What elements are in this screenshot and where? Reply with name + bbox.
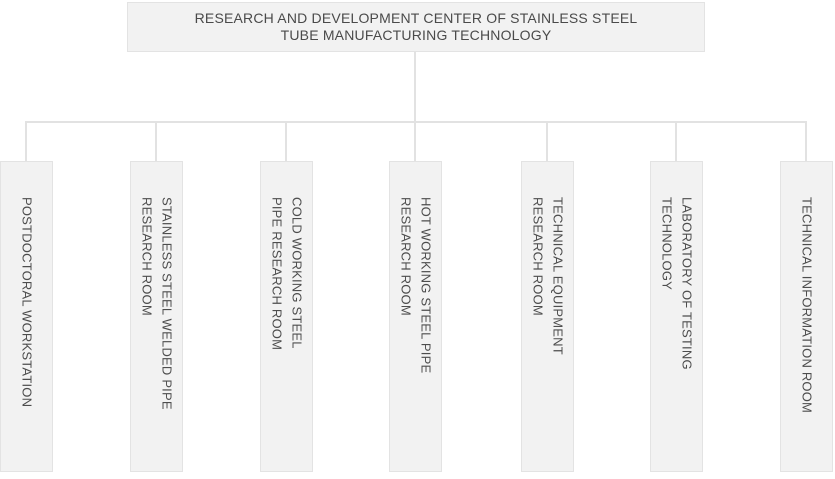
connector-stub-6 [675,121,677,162]
node-technical-information-room: TECHNICAL INFORMATION ROOM [780,161,833,472]
node-label: TECHNICAL INFORMATION ROOM [799,197,815,414]
node-postdoctoral-workstation: POSTDOCTORAL WORKSTATION [0,161,53,472]
node-label: POSTDOCTORAL WORKSTATION [19,197,35,408]
connector-root-vertical-line [414,52,416,162]
node-stainless-steel-welded-pipe-research-room: STAINLESS STEEL WELDED PIPE RESEARCH ROO… [130,161,183,472]
node-label: STAINLESS STEEL WELDED PIPE RESEARCH ROO… [139,197,175,410]
node-label: LABORATORY OF TESTING TECHNOLOGY [659,197,695,370]
node-label: COLD WORKING STEEL PIPE RESEARCH ROOM [269,197,305,351]
connector-stub-5 [546,121,548,162]
connector-stub-1 [25,121,27,162]
node-hot-working-steel-pipe-research-room: HOT WORKING STEEL PIPE RESEARCH ROOM [389,161,442,472]
root-node: RESEARCH AND DEVELOPMENT CENTER OF STAIN… [127,2,705,52]
connector-horizontal-bar [25,121,807,123]
connector-stub-3 [285,121,287,162]
node-label: TECHNICAL EQUIPMENT RESEARCH ROOM [530,197,566,355]
connector-stub-7 [805,121,807,162]
node-laboratory-of-testing-technology: LABORATORY OF TESTING TECHNOLOGY [650,161,703,472]
connector-stub-2 [155,121,157,162]
node-technical-equipment-research-room: TECHNICAL EQUIPMENT RESEARCH ROOM [521,161,574,472]
node-cold-working-steel-pipe-research-room: COLD WORKING STEEL PIPE RESEARCH ROOM [260,161,313,472]
root-node-title: RESEARCH AND DEVELOPMENT CENTER OF STAIN… [194,10,638,43]
node-label: HOT WORKING STEEL PIPE RESEARCH ROOM [398,197,434,374]
